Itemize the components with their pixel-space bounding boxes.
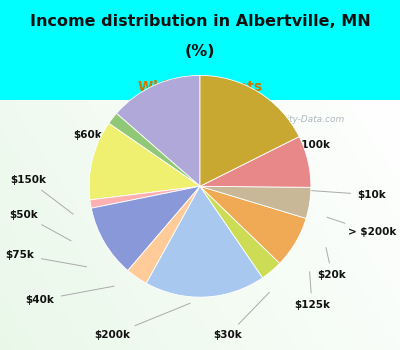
- Text: Income distribution in Albertville, MN: Income distribution in Albertville, MN: [30, 14, 370, 29]
- Wedge shape: [200, 186, 311, 218]
- Wedge shape: [128, 186, 200, 283]
- Text: $150k: $150k: [10, 175, 73, 214]
- Wedge shape: [200, 75, 299, 186]
- Wedge shape: [200, 136, 311, 187]
- Text: $200k: $200k: [94, 303, 190, 340]
- Text: ⓘ City-Data.com: ⓘ City-Data.com: [272, 115, 344, 124]
- Text: $40k: $40k: [26, 286, 114, 305]
- Text: (%): (%): [185, 44, 215, 60]
- Text: > $200k: > $200k: [327, 217, 396, 237]
- Text: $10k: $10k: [304, 190, 386, 200]
- Text: $100k: $100k: [256, 140, 330, 168]
- Text: $20k: $20k: [318, 247, 346, 280]
- Text: $30k: $30k: [214, 292, 269, 340]
- Wedge shape: [109, 113, 200, 186]
- Wedge shape: [200, 186, 306, 263]
- Wedge shape: [90, 186, 200, 208]
- Text: $125k: $125k: [294, 272, 330, 310]
- Wedge shape: [91, 186, 200, 271]
- Wedge shape: [146, 186, 263, 297]
- Wedge shape: [116, 75, 200, 186]
- Wedge shape: [89, 123, 200, 200]
- Wedge shape: [200, 186, 280, 278]
- Text: $60k: $60k: [74, 130, 130, 171]
- Text: White residents: White residents: [138, 80, 262, 94]
- Text: $50k: $50k: [10, 210, 71, 241]
- Text: $75k: $75k: [6, 250, 87, 267]
